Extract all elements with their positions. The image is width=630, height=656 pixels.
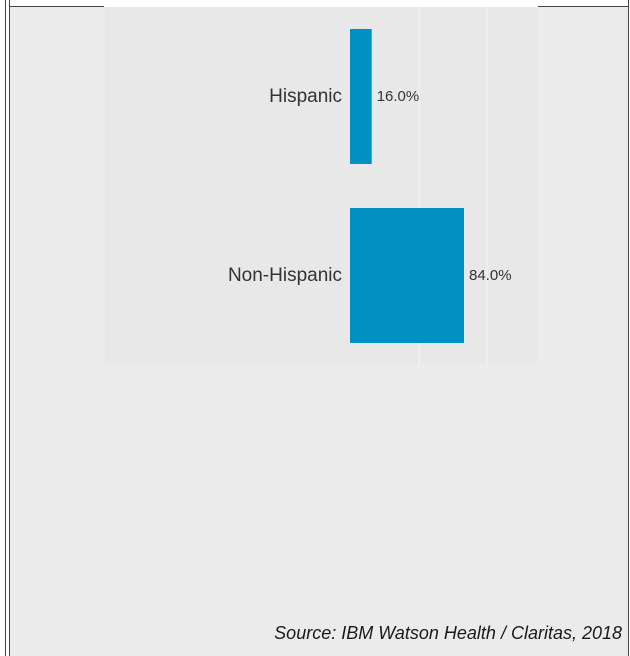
source-note: Source: IBM Watson Health / Claritas, 20…: [274, 623, 622, 643]
bar-hispanic: [350, 29, 372, 164]
category-label: Hispanic: [269, 86, 342, 107]
top-border-right: [538, 6, 629, 7]
data-label: 16.0%: [377, 88, 420, 105]
right-border: [628, 0, 629, 656]
category-label: Non-Hispanic: [228, 265, 342, 286]
bars-group: Hispanic 16.0% Non-Hispanic 84.0%: [228, 29, 512, 343]
top-border-left: [9, 6, 104, 7]
data-label: 84.0%: [469, 267, 512, 284]
plot-area: [105, 7, 538, 364]
left-border: [5, 0, 6, 656]
bar-non-hispanic: [350, 208, 464, 343]
left-border-inner: [9, 0, 10, 656]
